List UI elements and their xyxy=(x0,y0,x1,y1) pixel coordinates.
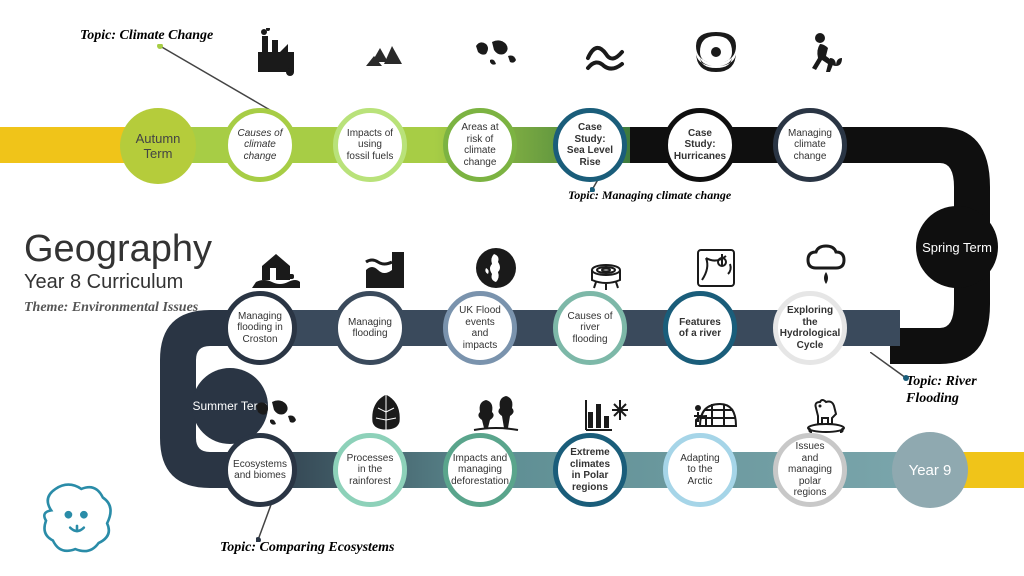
world-map-icon-2 xyxy=(252,388,300,441)
topic-circle-label: Managing climate change xyxy=(786,128,834,163)
topic-circle-label: Impacts of using fossil fuels xyxy=(346,128,394,163)
factory-icon xyxy=(252,28,300,81)
topic-label-river: Topic: River Flooding xyxy=(906,374,1016,408)
path-exit-right xyxy=(960,452,1024,488)
topic-circle: Impacts of using fossil fuels xyxy=(333,108,407,182)
igloo-icon xyxy=(692,388,740,441)
topic-circle-label: Causes of climate change xyxy=(236,128,284,163)
term-spring-label: Spring Term xyxy=(922,240,992,255)
topic-circle-label: Issues and managing polar regions xyxy=(786,441,834,499)
row-3: Ecosystems and biomesProcesses in the ra… xyxy=(0,0,1024,1)
coal-icon xyxy=(362,28,410,81)
term-autumn-label: Autumn Term xyxy=(120,131,196,161)
leaf-icon xyxy=(362,388,410,441)
term-year9-label: Year 9 xyxy=(909,462,952,479)
topic-circle-label: Areas at risk of climate change xyxy=(456,122,504,168)
topic-circle: Exploring the Hydrological Cycle xyxy=(773,291,847,365)
title-block: Geography Year 8 Curriculum Theme: Envir… xyxy=(24,228,212,316)
topic-circle: Case Study: Sea Level Rise xyxy=(553,108,627,182)
topic-circle-label: Impacts and managing deforestation xyxy=(451,453,509,488)
topic-circle: Features of a river xyxy=(663,291,737,365)
topic-circle-label: Case Study: Sea Level Rise xyxy=(566,122,614,168)
topic-circle: Ecosystems and biomes xyxy=(223,433,297,507)
world-map-icon xyxy=(472,28,520,81)
page-subtitle: Year 8 Curriculum xyxy=(24,271,212,294)
polar-bear-icon xyxy=(802,388,850,441)
hurricane-icon xyxy=(692,28,740,81)
path-entry-left xyxy=(0,127,140,163)
pointer-river xyxy=(870,352,910,382)
topic-circle: Case Study: Hurricanes xyxy=(663,108,737,182)
cloud-rain-icon xyxy=(802,244,850,297)
topic-circle: Extreme climates in Polar regions xyxy=(553,433,627,507)
term-autumn: Autumn Term xyxy=(120,108,196,184)
planting-icon xyxy=(802,28,850,81)
topic-circle-label: Features of a river xyxy=(676,317,724,340)
flood-house-icon xyxy=(252,244,300,297)
term-spring: Spring Term xyxy=(916,206,998,288)
river-features-icon xyxy=(692,244,740,297)
topic-label-climate: Topic: Climate Change xyxy=(80,28,213,44)
topic-circle-label: Causes of river flooding xyxy=(566,311,614,346)
topic-circle-label: Extreme climates in Polar regions xyxy=(566,447,614,493)
page-title: Geography xyxy=(24,228,212,271)
topic-circle: Issues and managing polar regions xyxy=(773,433,847,507)
topic-label-ecosystems: Topic: Comparing Ecosystems xyxy=(220,540,395,556)
flood-barrier-icon xyxy=(362,244,410,297)
topic-circle: Processes in the rainforest xyxy=(333,433,407,507)
topic-circle: Causes of river flooding xyxy=(553,291,627,365)
tree-stump-icon xyxy=(582,244,630,297)
topic-circle-label: Processes in the rainforest xyxy=(346,453,394,488)
topic-circle: Impacts and managing deforestation xyxy=(443,433,517,507)
topic-circle-label: Ecosystems and biomes xyxy=(233,459,287,482)
trees-icon xyxy=(472,388,520,441)
topic-circle: Managing flooding in Croston xyxy=(223,291,297,365)
topic-circle-label: Adapting to the Arctic xyxy=(676,453,724,488)
topic-circle-label: Managing flooding in Croston xyxy=(236,311,284,346)
chart-snow-icon xyxy=(582,388,630,441)
topic-circle: Adapting to the Arctic xyxy=(663,433,737,507)
topic-circle-label: UK Flood events and impacts xyxy=(456,305,504,351)
topic-circle: Managing climate change xyxy=(773,108,847,182)
topic-circle-label: Case Study: Hurricanes xyxy=(674,128,726,163)
topic-circle: UK Flood events and impacts xyxy=(443,291,517,365)
term-year9: Year 9 xyxy=(892,432,968,508)
topic-circle-label: Exploring the Hydrological Cycle xyxy=(780,305,841,351)
topic-circle-label: Managing flooding xyxy=(346,317,394,340)
pointer-ecosystems xyxy=(256,502,276,542)
topic-circle: Managing flooding xyxy=(333,291,407,365)
page-theme: Theme: Environmental Issues xyxy=(24,300,212,316)
uk-map-icon xyxy=(472,244,520,297)
lion-logo-icon xyxy=(34,476,120,562)
topic-circle: Areas at risk of climate change xyxy=(443,108,517,182)
wave-icon xyxy=(582,28,630,81)
topic-circle: Causes of climate change xyxy=(223,108,297,182)
